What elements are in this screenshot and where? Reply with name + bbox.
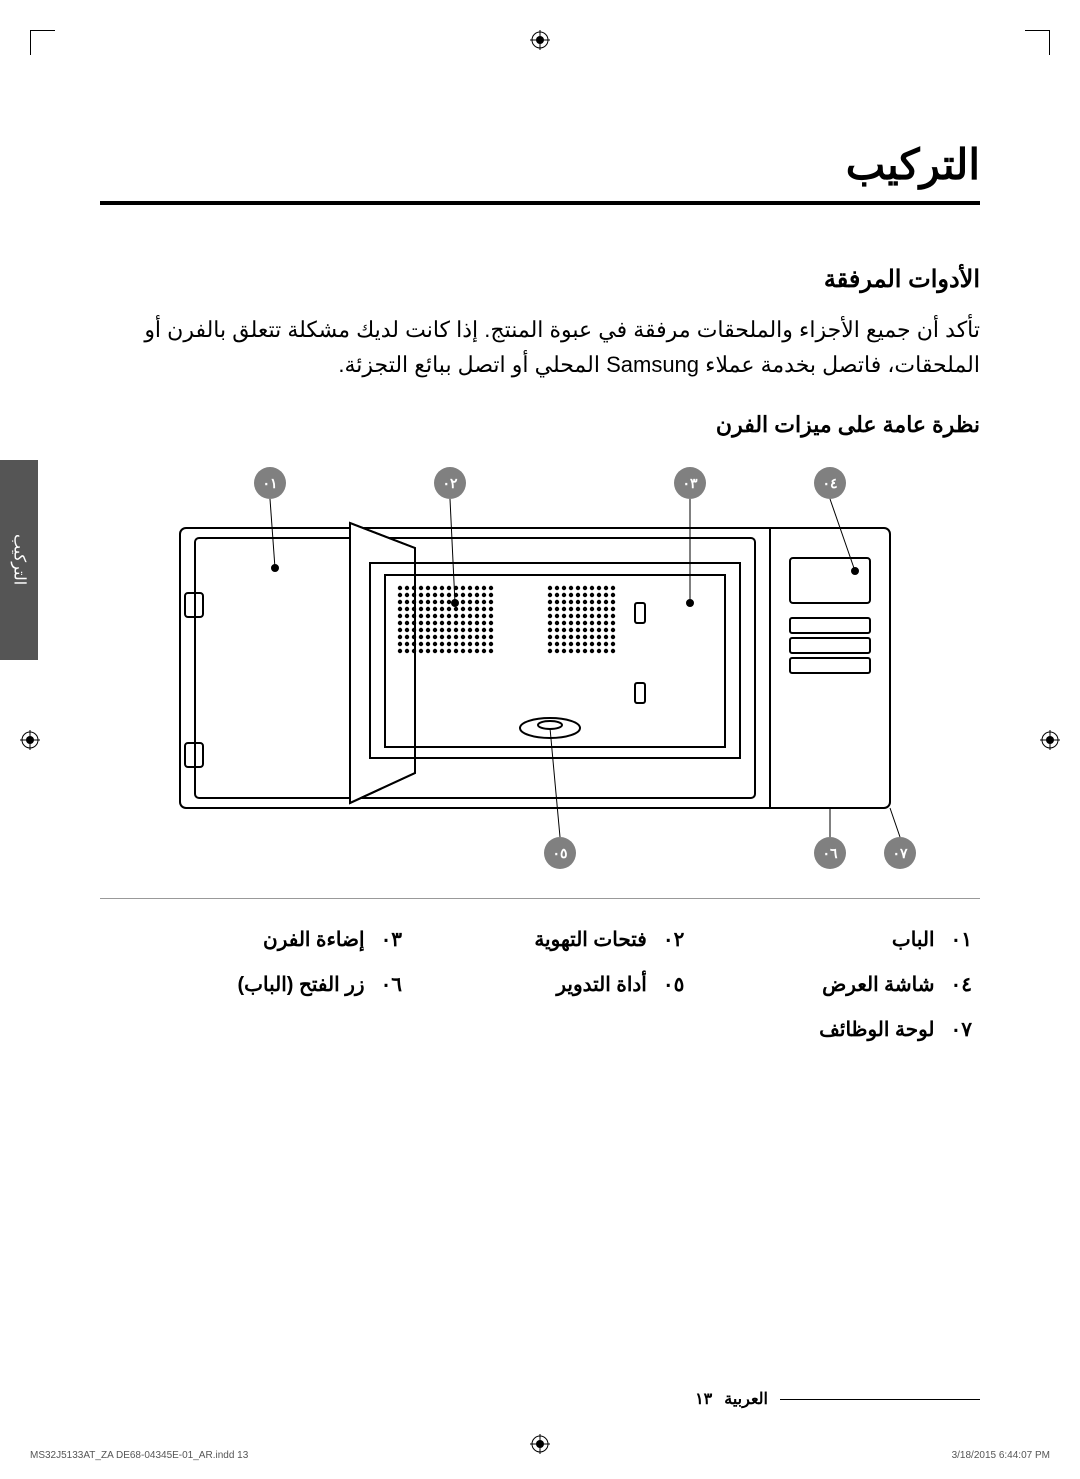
svg-text:٠٢: ٠٢ bbox=[442, 475, 458, 491]
part-num: ٠٧ bbox=[943, 1007, 980, 1052]
svg-text:٠٣: ٠٣ bbox=[682, 475, 698, 491]
footer-rule bbox=[780, 1399, 980, 1400]
oven-svg: ٠١ ٠٢ ٠٣ ٠٤ ٠٥ ٠٦ ٠٧ bbox=[100, 463, 980, 873]
svg-text:٠١: ٠١ bbox=[262, 475, 277, 491]
svg-text:٠٦: ٠٦ bbox=[822, 845, 838, 861]
oven-diagram: ٠١ ٠٢ ٠٣ ٠٤ ٠٥ ٠٦ ٠٧ bbox=[100, 453, 980, 899]
page-title: التركيب bbox=[100, 140, 980, 205]
part-num: ٠٤ bbox=[943, 962, 980, 1007]
part-label: إضاءة الفرن bbox=[100, 917, 373, 962]
part-label: زر الفتح (الباب) bbox=[100, 962, 373, 1007]
svg-text:٠٤: ٠٤ bbox=[822, 475, 837, 491]
parts-table: ٠١ الباب ٠٢ فتحات التهوية ٠٣ إضاءة الفرن… bbox=[100, 917, 980, 1052]
part-num: ٠٣ bbox=[373, 917, 410, 962]
svg-text:٠٥: ٠٥ bbox=[552, 845, 567, 861]
part-label: لوحة الوظائف bbox=[692, 1007, 942, 1052]
part-num: ٠١ bbox=[943, 917, 980, 962]
table-row: ٠٧ لوحة الوظائف bbox=[100, 1007, 980, 1052]
page-footer: العربية ١٣ bbox=[100, 1389, 980, 1409]
part-num: ٠٦ bbox=[373, 962, 410, 1007]
section-title: الأدوات المرفقة bbox=[100, 265, 980, 294]
footer-page: ١٣ bbox=[695, 1389, 712, 1409]
subsection-title: نظرة عامة على ميزات الفرن bbox=[100, 412, 980, 438]
svg-text:٠٧: ٠٧ bbox=[892, 845, 908, 861]
table-row: ٠٤ شاشة العرض ٠٥ أداة التدوير ٠٦ زر الفت… bbox=[100, 962, 980, 1007]
part-label: الباب bbox=[692, 917, 942, 962]
print-date: 3/18/2015 6:44:07 PM bbox=[952, 1450, 1050, 1461]
part-num: ٠٥ bbox=[655, 962, 692, 1007]
part-label: شاشة العرض bbox=[692, 962, 942, 1007]
body-text: تأكد أن جميع الأجزاء والملحقات مرفقة في … bbox=[100, 312, 980, 382]
part-num: ٠٢ bbox=[655, 917, 692, 962]
print-file: MS32J5133AT_ZA DE68-04345E-01_AR.indd 13 bbox=[30, 1450, 248, 1461]
footer-lang: العربية bbox=[724, 1389, 768, 1409]
table-row: ٠١ الباب ٠٢ فتحات التهوية ٠٣ إضاءة الفرن bbox=[100, 917, 980, 962]
print-meta: MS32J5133AT_ZA DE68-04345E-01_AR.indd 13… bbox=[30, 1450, 1050, 1461]
part-label: أداة التدوير bbox=[410, 962, 655, 1007]
part-label: فتحات التهوية bbox=[410, 917, 655, 962]
